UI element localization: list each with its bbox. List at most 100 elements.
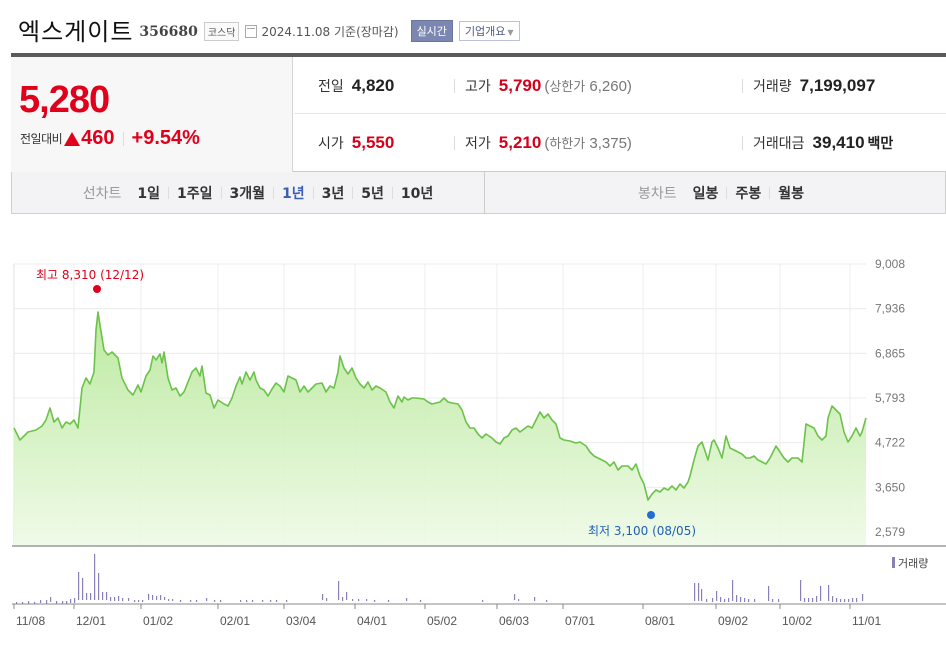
price-change: 전일대비 460 +9.54% xyxy=(20,127,200,150)
divider xyxy=(352,187,354,199)
x-tick-label: 07/01 xyxy=(565,614,595,628)
divider xyxy=(454,135,455,150)
stat-low: 저가 5,210 (하한가 3,375) xyxy=(454,114,632,171)
x-tick-label: 11/08 xyxy=(16,614,45,628)
candle-chart-title: 봉차트 xyxy=(638,186,677,202)
price-line xyxy=(13,311,867,501)
y-tick-label: 9,008 xyxy=(875,257,905,271)
lower-limit-label: 하한가 xyxy=(549,137,586,152)
stock-header: 엑스게이트 356680 코스닥 2024.11.08 기준(장마감) 실시간 … xyxy=(18,14,520,46)
stat-label: 시가 xyxy=(318,135,344,152)
company-info-dropdown[interactable]: 기업개요 ▼ xyxy=(458,21,520,41)
divider xyxy=(391,187,393,199)
candle-chart-tabs: 봉차트 일봉 주봉 월봉 xyxy=(486,172,946,214)
stat-open: 시가 5,550 xyxy=(318,114,394,171)
divider xyxy=(742,78,743,93)
tab-3m[interactable]: 3개월 xyxy=(229,186,266,202)
y-tick-label: 6,865 xyxy=(875,346,905,360)
x-tick-label: 01/02 xyxy=(143,614,173,628)
volume-legend: 거래량 xyxy=(898,557,928,570)
realtime-button[interactable]: 실시간 xyxy=(410,20,453,42)
tab-3y[interactable]: 3년 xyxy=(321,186,345,202)
change-label: 전일대비 xyxy=(20,132,63,146)
divider xyxy=(220,187,222,199)
market-badge: 코스닥 xyxy=(203,21,240,41)
divider xyxy=(167,187,169,199)
divider xyxy=(726,187,728,199)
up-arrow-icon xyxy=(64,131,81,146)
divider xyxy=(122,131,124,146)
x-tick-label: 04/01 xyxy=(357,614,387,628)
as-of-date: 2024.11.08 기준(장마감) xyxy=(261,24,399,39)
current-price: 5,280 xyxy=(19,79,110,121)
lower-limit: (하한가 3,375) xyxy=(544,135,632,152)
stock-name: 엑스게이트 xyxy=(18,17,134,46)
volume-bars xyxy=(16,554,864,604)
upper-limit-value: 6,260 xyxy=(589,78,627,95)
tab-weekly[interactable]: 주봉 xyxy=(735,186,762,202)
tab-1w[interactable]: 1주일 xyxy=(176,186,213,202)
stats-row: 전일 4,820 고가 5,790 (상한가 6,260) 거래량 7,199,… xyxy=(294,57,946,114)
x-tick-label: 10/02 xyxy=(782,614,812,628)
stats-row: 시가 5,550 저가 5,210 (하한가 3,375) 거래대금 39,41… xyxy=(294,114,946,171)
tab-10y[interactable]: 10년 xyxy=(400,186,434,202)
upper-limit-label: 상한가 xyxy=(549,80,586,95)
lower-limit-value: 3,375 xyxy=(589,135,627,152)
change-rate: +9.54% xyxy=(131,127,200,149)
quote-stats: 전일 4,820 고가 5,790 (상한가 6,260) 거래량 7,199,… xyxy=(294,57,946,172)
y-tick-label: 5,793 xyxy=(875,391,905,405)
price-area xyxy=(14,312,866,546)
divider xyxy=(769,187,771,199)
divider xyxy=(312,187,314,199)
stat-value: 5,210 xyxy=(498,132,542,152)
tab-1d[interactable]: 1일 xyxy=(137,186,160,202)
y-axis-labels: 9,008 7,936 6,865 5,793 4,722 3,650 2,579 xyxy=(875,257,905,539)
x-tick-label: 03/04 xyxy=(286,614,316,628)
stat-amount: 거래대금 39,410 백만 xyxy=(742,114,893,171)
x-tick-label: 08/01 xyxy=(645,614,675,628)
y-tick-label: 2,579 xyxy=(875,525,905,539)
stat-value: 5,790 xyxy=(498,75,542,95)
stat-high: 고가 5,790 (상한가 6,260) xyxy=(454,57,632,114)
divider xyxy=(742,135,743,150)
line-chart-title: 선차트 xyxy=(82,186,122,202)
stat-value: 5,550 xyxy=(351,132,395,152)
stat-label: 고가 xyxy=(465,78,491,95)
tab-monthly[interactable]: 월봉 xyxy=(778,186,804,202)
change-amount: 460 xyxy=(81,127,115,149)
stat-label: 거래대금 xyxy=(753,135,805,152)
divider xyxy=(273,187,275,199)
y-tick-label: 7,936 xyxy=(875,302,905,316)
volume-legend-swatch xyxy=(892,557,895,568)
low-marker xyxy=(647,511,655,519)
chevron-down-icon: ▼ xyxy=(507,28,514,37)
stat-label: 전일 xyxy=(318,78,344,95)
stat-unit: 백만 xyxy=(867,135,894,152)
low-annotation: 최저 3,100 (08/05) xyxy=(588,524,696,538)
stock-code: 356680 xyxy=(139,24,198,40)
stat-value: 4,820 xyxy=(351,75,395,95)
chart-tabs: 선차트 1일 1주일 3개월 1년 3년 5년 10년 봉차트 일봉 주봉 월봉 xyxy=(11,172,946,214)
calendar-icon xyxy=(245,24,258,38)
stat-volume: 거래량 7,199,097 xyxy=(742,57,875,114)
x-tick-label: 06/03 xyxy=(499,614,529,628)
tab-5y[interactable]: 5년 xyxy=(361,186,384,202)
tab-daily[interactable]: 일봉 xyxy=(692,186,719,202)
x-tick-label: 09/02 xyxy=(718,614,748,628)
x-axis-labels: 11/08 12/01 01/02 02/01 03/04 04/01 05/02 06/03… xyxy=(13,604,881,628)
y-tick-label: 4,722 xyxy=(875,436,905,450)
price-box: 5,280 전일대비 460 +9.54% xyxy=(11,57,293,172)
divider xyxy=(454,78,455,93)
stat-label: 거래량 xyxy=(753,78,792,95)
quote-summary: 5,280 전일대비 460 +9.54% 전일 4,820 고가 5,790 … xyxy=(11,57,946,172)
stat-prev-close: 전일 4,820 xyxy=(318,57,394,114)
stat-label: 저가 xyxy=(465,135,491,152)
line-chart-tabs: 선차트 1일 1주일 3개월 1년 3년 5년 10년 xyxy=(12,172,485,214)
x-tick-label: 02/01 xyxy=(220,614,250,628)
high-marker xyxy=(93,285,101,293)
upper-limit: (상한가 6,260) xyxy=(544,78,632,95)
tab-1y[interactable]: 1년 xyxy=(282,186,305,202)
high-annotation: 최고 8,310 (12/12) xyxy=(36,268,144,282)
header-divider xyxy=(11,53,946,57)
